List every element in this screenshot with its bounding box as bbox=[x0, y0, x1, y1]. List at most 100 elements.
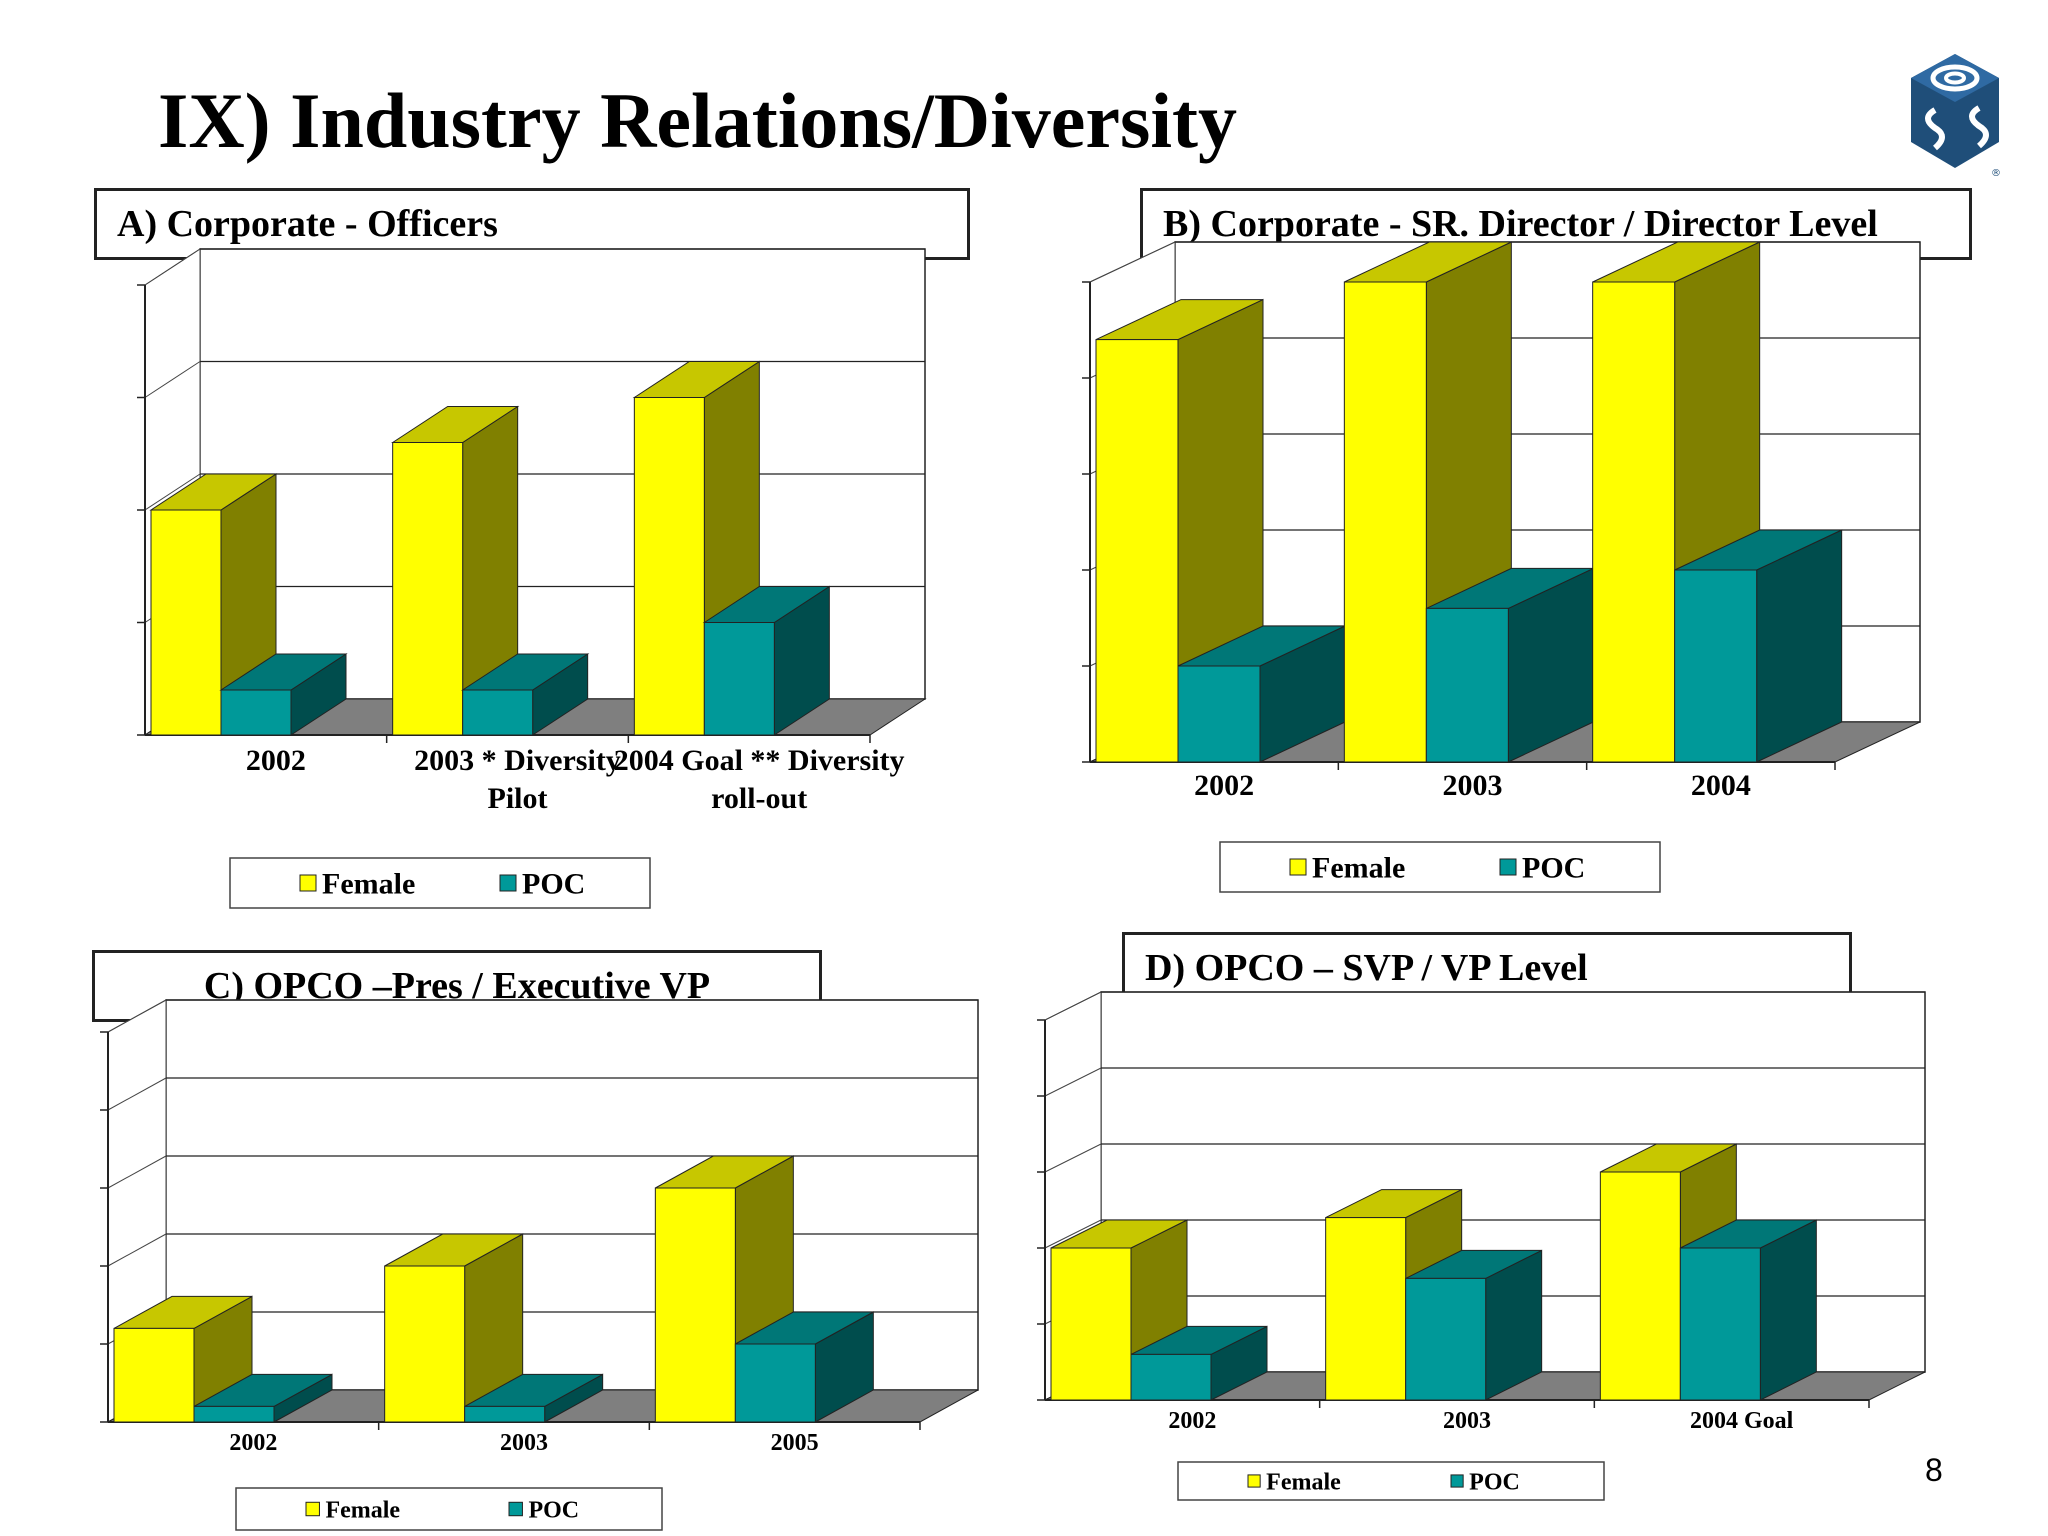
x-tick-label: 2004 bbox=[1691, 769, 1751, 802]
legend-box bbox=[1177, 1461, 1605, 1501]
side-gridline bbox=[1044, 1143, 1102, 1173]
bar-front bbox=[1592, 281, 1676, 763]
bar-front bbox=[1343, 281, 1427, 763]
legend: Female POC bbox=[1219, 841, 1661, 893]
bar-front bbox=[633, 397, 705, 736]
side-gridline bbox=[144, 473, 201, 511]
x-tick-label: 2003 * Diversity bbox=[414, 744, 621, 777]
bar-poc-1 bbox=[1177, 625, 1346, 763]
legend-box bbox=[229, 857, 651, 909]
bar-poc-2 bbox=[460, 653, 590, 736]
legend-swatch bbox=[499, 874, 517, 892]
legend-swatch bbox=[305, 1501, 320, 1517]
bar-front bbox=[1050, 1247, 1132, 1401]
side-gridline bbox=[1044, 991, 1102, 1021]
x-tick-label: 2005 bbox=[771, 1430, 819, 1456]
x-tick-label: 2004 Goal bbox=[1690, 1408, 1794, 1434]
bar-poc-3 bbox=[1674, 529, 1843, 763]
legend-swatch bbox=[508, 1501, 523, 1517]
x-tick-label: 2002 bbox=[1168, 1408, 1216, 1434]
legend: Female POC bbox=[229, 857, 651, 909]
side-gridline bbox=[1044, 1219, 1102, 1249]
bar-front bbox=[462, 689, 534, 736]
bar-front bbox=[1177, 665, 1261, 763]
side-gridline bbox=[1044, 1067, 1102, 1097]
side-gridline bbox=[107, 1155, 167, 1189]
x-tick-label: 2004 Goal ** Diversity bbox=[614, 744, 905, 777]
legend-swatch bbox=[1289, 858, 1307, 876]
bar-front bbox=[1599, 1171, 1681, 1401]
bar-poc-3 bbox=[1679, 1219, 1817, 1401]
chart-d: 2002 2003 2004 Goal Female POC bbox=[1037, 991, 1926, 1501]
bar-side bbox=[1756, 529, 1843, 763]
bar-poc-3 bbox=[702, 585, 832, 736]
company-logo: ® bbox=[1911, 54, 2001, 179]
x-tick-label: 2003 bbox=[1443, 1408, 1491, 1434]
bar-front bbox=[703, 622, 775, 736]
legend-swatch bbox=[299, 874, 317, 892]
panel-d-title: D) OPCO – SVP / VP Level bbox=[1122, 932, 1852, 1004]
side-gridline bbox=[107, 999, 167, 1033]
x-tick-label: 2002 bbox=[1194, 769, 1254, 802]
bar-front bbox=[654, 1187, 736, 1423]
bar-front bbox=[1130, 1353, 1212, 1401]
bar-poc-2 bbox=[1405, 1249, 1543, 1401]
legend-label: POC bbox=[528, 1497, 579, 1523]
x-tick-label: Pilot bbox=[488, 782, 548, 815]
x-tick-label: 2003 bbox=[500, 1430, 548, 1456]
legend-label: POC bbox=[1469, 1469, 1520, 1495]
bar-poc-1 bbox=[219, 653, 348, 736]
chart-b: 2002 2003 2004 Female POC bbox=[1082, 241, 1921, 893]
bar-front bbox=[150, 509, 222, 736]
legend-swatch bbox=[1247, 1474, 1261, 1488]
legend-label: Female bbox=[1312, 852, 1405, 885]
svg-text:®: ® bbox=[1991, 168, 2001, 179]
slide-title: IX) Industry Relations/Diversity bbox=[158, 77, 1238, 164]
legend-swatch bbox=[1499, 858, 1517, 876]
x-tick-label: 2002 bbox=[229, 1430, 277, 1456]
bar-front bbox=[1405, 1277, 1487, 1401]
side-gridline bbox=[144, 361, 201, 398]
bar-front bbox=[1425, 607, 1509, 763]
bar-front bbox=[734, 1343, 816, 1423]
bar-poc-3 bbox=[734, 1311, 874, 1423]
chart-c: 2002 2003 2005 Female POC bbox=[100, 999, 979, 1531]
bar-front bbox=[1095, 339, 1179, 763]
legend-swatch bbox=[1450, 1474, 1464, 1488]
legend-box bbox=[1219, 841, 1661, 893]
side-gridline bbox=[144, 248, 201, 286]
legend-label: Female bbox=[1266, 1469, 1341, 1495]
x-tick-label: 2002 bbox=[246, 744, 306, 777]
x-tick-label: 2003 bbox=[1443, 769, 1503, 802]
bar-front bbox=[384, 1265, 466, 1423]
bar-side bbox=[1759, 1219, 1817, 1401]
legend-label: POC bbox=[1522, 852, 1585, 885]
legend: Female POC bbox=[1177, 1461, 1605, 1501]
bar-front bbox=[1325, 1217, 1407, 1401]
bar-front bbox=[464, 1405, 546, 1423]
bar-front bbox=[392, 442, 464, 736]
bar-front bbox=[1679, 1247, 1761, 1401]
legend-label: POC bbox=[522, 868, 585, 901]
panel-a-title: A) Corporate - Officers bbox=[94, 188, 970, 260]
bar-female-2 bbox=[390, 405, 520, 736]
bar-poc-1 bbox=[193, 1373, 333, 1423]
bar-front bbox=[113, 1327, 195, 1423]
side-gridline bbox=[107, 1077, 167, 1111]
legend-box bbox=[235, 1487, 663, 1531]
bar-front bbox=[1674, 569, 1758, 763]
side-gridline bbox=[107, 1233, 167, 1267]
chart-a: 2002 2003 * Diversity Pilot 2004 Goal ** Di… bbox=[137, 248, 927, 909]
legend: Female POC bbox=[235, 1487, 663, 1531]
bar-poc-2 bbox=[1425, 567, 1594, 763]
bar-front bbox=[220, 689, 292, 736]
side-gridline bbox=[1089, 241, 1176, 283]
bar-poc-1 bbox=[1130, 1325, 1268, 1401]
x-tick-label: roll-out bbox=[711, 782, 807, 815]
legend-label: Female bbox=[322, 868, 415, 901]
bar-female-1 bbox=[113, 1295, 253, 1423]
bar-poc-2 bbox=[464, 1373, 604, 1423]
page-number: 8 bbox=[1925, 1452, 1943, 1488]
legend-label: Female bbox=[325, 1497, 400, 1523]
